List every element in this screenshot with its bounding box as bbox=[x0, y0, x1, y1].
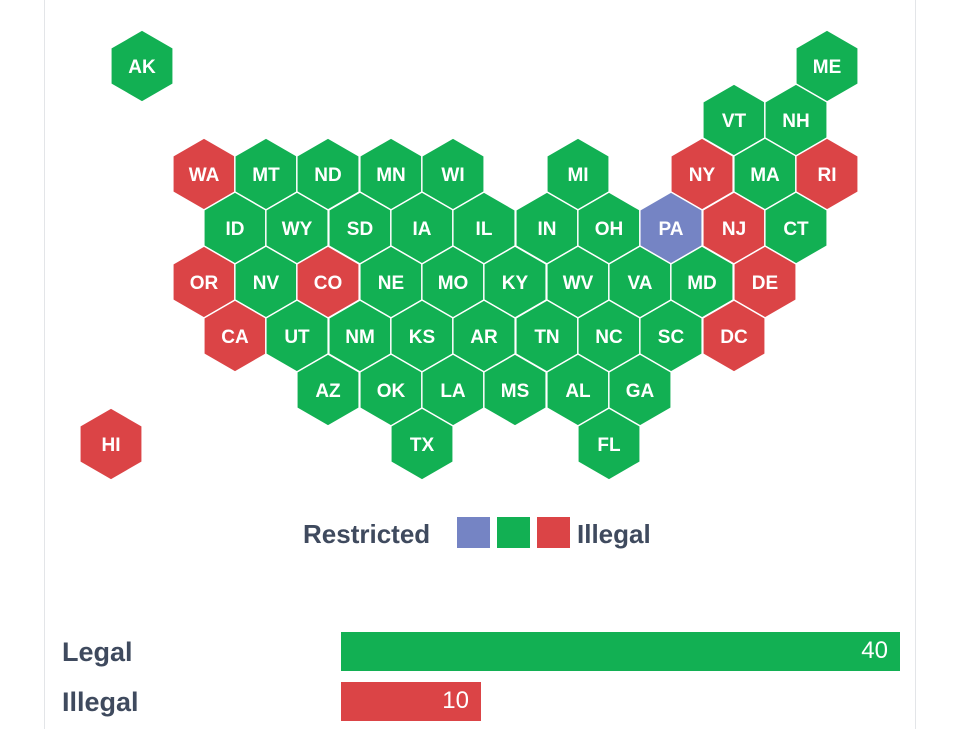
state-hex-wi: WI bbox=[421, 137, 485, 211]
card-left-border bbox=[44, 0, 45, 729]
state-label: AK bbox=[128, 57, 156, 78]
state-label: WY bbox=[282, 219, 313, 240]
state-hex-ct: CT bbox=[764, 191, 828, 265]
state-label: NE bbox=[378, 273, 404, 294]
state-hex-nh: NH bbox=[764, 83, 828, 157]
state-hex-al: AL bbox=[546, 353, 610, 427]
state-label: MD bbox=[687, 273, 717, 294]
legend-swatch-illegal bbox=[537, 517, 570, 548]
state-label: OH bbox=[595, 219, 624, 240]
state-hex-ca: CA bbox=[203, 299, 267, 373]
state-label: MI bbox=[567, 165, 588, 186]
state-label: OR bbox=[190, 273, 219, 294]
state-label: NM bbox=[345, 327, 375, 348]
state-hex-ny: NY bbox=[670, 137, 734, 211]
state-label: NY bbox=[689, 165, 716, 186]
state-label: ID bbox=[226, 219, 245, 240]
state-hex-mn: MN bbox=[359, 137, 423, 211]
card-right-border bbox=[915, 0, 916, 729]
state-hex-md: MD bbox=[670, 245, 734, 319]
state-label: KS bbox=[409, 327, 435, 348]
state-label: SD bbox=[347, 219, 373, 240]
summary-value-illegal: 10 bbox=[442, 687, 469, 714]
state-hex-ak: AK bbox=[110, 29, 174, 103]
state-label: CA bbox=[221, 327, 249, 348]
state-label: LA bbox=[440, 381, 466, 402]
state-hex-de: DE bbox=[733, 245, 797, 319]
state-hex-shape bbox=[702, 299, 766, 373]
state-label: IA bbox=[413, 219, 432, 240]
state-hex-ri: RI bbox=[795, 137, 859, 211]
state-label: OK bbox=[377, 381, 406, 402]
state-label: PA bbox=[659, 219, 684, 240]
state-hex-dc: DC bbox=[702, 299, 766, 373]
state-hex-map: AK ME VT NH WA MT ND MN WI MI NY MA RI ID WY SD IA IL IN OH… bbox=[79, 29, 859, 481]
state-label: VA bbox=[628, 273, 653, 294]
state-label: KY bbox=[502, 273, 529, 294]
summary-bar-illegal: 10 bbox=[341, 682, 481, 721]
state-label: MA bbox=[750, 165, 780, 186]
state-hex-hi: HI bbox=[79, 407, 143, 481]
state-hex-shape bbox=[390, 407, 454, 481]
state-hex-va: VA bbox=[608, 245, 672, 319]
map-legend: Restricted Illegal bbox=[0, 514, 963, 554]
state-hex-nv: NV bbox=[234, 245, 298, 319]
state-label: CO bbox=[314, 273, 343, 294]
state-label: IN bbox=[538, 219, 557, 240]
legend-illegal-label: Illegal bbox=[577, 519, 651, 549]
state-hex-ma: MA bbox=[733, 137, 797, 211]
state-label: NC bbox=[595, 327, 623, 348]
state-label: TN bbox=[534, 327, 559, 348]
state-label: DC bbox=[720, 327, 748, 348]
state-hex-shape bbox=[110, 29, 174, 103]
legend-restricted-label: Restricted bbox=[303, 519, 431, 549]
state-label: MN bbox=[376, 165, 406, 186]
state-label: CT bbox=[783, 219, 809, 240]
state-label: ND bbox=[314, 165, 341, 186]
state-hex-tx: TX bbox=[390, 407, 454, 481]
state-label: VT bbox=[722, 111, 747, 132]
state-label: AL bbox=[565, 381, 591, 402]
state-hex-shape bbox=[79, 407, 143, 481]
state-label: MO bbox=[438, 273, 469, 294]
state-label: NV bbox=[253, 273, 280, 294]
state-label: MS bbox=[501, 381, 530, 402]
summary-row-legal: Legal 40 bbox=[0, 632, 963, 672]
state-label: AZ bbox=[315, 381, 341, 402]
state-label: NH bbox=[782, 111, 809, 132]
state-label: FL bbox=[597, 435, 621, 456]
state-label: NJ bbox=[722, 219, 746, 240]
state-label: GA bbox=[626, 381, 655, 402]
state-label: WI bbox=[441, 165, 464, 186]
state-label: WA bbox=[189, 165, 220, 186]
state-label: SC bbox=[658, 327, 685, 348]
state-hex-fl: FL bbox=[577, 407, 641, 481]
state-label: ME bbox=[813, 57, 842, 78]
state-label: MT bbox=[252, 165, 280, 186]
summary-label-illegal: Illegal bbox=[62, 687, 139, 717]
legend-swatch-legal bbox=[497, 517, 530, 548]
state-label: IL bbox=[476, 219, 493, 240]
state-label: RI bbox=[818, 165, 837, 186]
state-label: WV bbox=[563, 273, 594, 294]
state-hex-mo: MO bbox=[421, 245, 485, 319]
state-label: HI bbox=[102, 435, 121, 456]
state-label: DE bbox=[752, 273, 778, 294]
state-hex-az: AZ bbox=[296, 353, 360, 427]
state-hex-shape bbox=[577, 407, 641, 481]
state-label: AR bbox=[470, 327, 498, 348]
summary-value-legal: 40 bbox=[861, 637, 888, 664]
state-label: TX bbox=[410, 435, 435, 456]
legend-swatch-restricted bbox=[457, 517, 490, 548]
state-hex-ks: KS bbox=[390, 299, 454, 373]
state-label: UT bbox=[284, 327, 310, 348]
summary-row-illegal: Illegal 10 bbox=[0, 682, 963, 722]
summary-bar-legal: 40 bbox=[341, 632, 900, 671]
summary-label-legal: Legal bbox=[62, 637, 133, 667]
